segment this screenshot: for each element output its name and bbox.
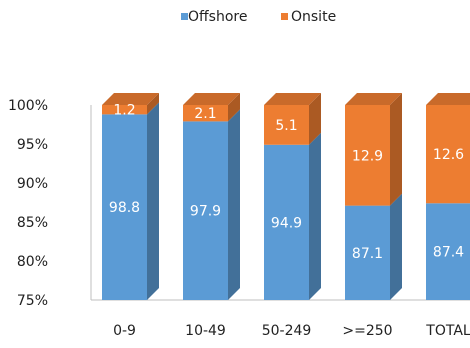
bar-group-3: 87.1 12.9	[345, 93, 402, 300]
x-axis: 0-9 10-49 50-249 >=250 TOTAL	[113, 323, 470, 339]
bar-side-offshore-3	[390, 193, 402, 300]
y-axis: 75% 80% 85% 90% 95% 100%	[8, 98, 470, 309]
bar-offshore-3	[345, 205, 390, 300]
data-label-offshore-2: 94.9	[271, 215, 302, 231]
x-tick-label: 10-49	[185, 323, 226, 339]
bar-top-onsite-1	[183, 93, 240, 105]
y-tick-label: 100%	[8, 98, 48, 114]
bar-side-offshore-2	[309, 132, 321, 300]
bar-top-onsite-3	[345, 93, 402, 105]
data-label-offshore-0: 98.8	[109, 200, 140, 216]
bar-group-2: 94.9 5.1	[264, 93, 321, 300]
legend-swatch-offshore	[181, 13, 188, 20]
y-tick-label: 90%	[17, 176, 48, 192]
data-label-onsite-0: 1.2	[113, 103, 135, 119]
data-label-offshore-1: 97.9	[190, 204, 221, 220]
data-label-onsite-1: 2.1	[194, 106, 216, 122]
y-tick-label: 95%	[17, 137, 48, 153]
y-tick-label: 75%	[17, 293, 48, 309]
bar-onsite-1	[183, 105, 228, 122]
legend-label-onsite: Onsite	[291, 9, 336, 25]
bar-onsite-2	[264, 105, 309, 145]
bar-group-1: 97.9 2.1	[183, 93, 240, 300]
legend-swatch-onsite	[281, 13, 288, 20]
x-tick-label: 50-249	[262, 323, 312, 339]
data-label-onsite-4: 12.6	[433, 147, 464, 163]
bar-side-onsite-3	[390, 93, 402, 206]
bar-side-onsite-1	[228, 93, 240, 122]
legend: Offshore Onsite	[181, 9, 336, 25]
x-tick-label: 0-9	[113, 323, 136, 339]
bar-offshore-2	[264, 144, 309, 300]
bar-offshore-4	[426, 203, 470, 300]
bar-onsite-3	[345, 105, 390, 206]
bars: 98.8 1.2 97.9 2.1 94.9 5.1 87.1 12.9 87.4 12.6	[102, 93, 470, 300]
bar-top-onsite-0	[102, 93, 159, 105]
bar-offshore-0	[102, 114, 147, 300]
bar-side-onsite-2	[309, 93, 321, 145]
legend-label-offshore: Offshore	[188, 9, 247, 25]
bar-side-onsite-0	[147, 93, 159, 115]
x-tick-label: TOTAL	[425, 323, 470, 339]
y-tick-label: 85%	[17, 215, 48, 231]
data-label-onsite-3: 12.9	[352, 148, 383, 164]
data-label-offshore-4: 87.4	[433, 245, 464, 261]
bar-top-onsite-2	[264, 93, 321, 105]
bar-onsite-4	[426, 105, 470, 204]
data-label-onsite-2: 5.1	[275, 118, 297, 134]
bar-top-onsite-4	[426, 93, 470, 105]
bar-offshore-1	[183, 121, 228, 300]
y-tick-label: 80%	[17, 254, 48, 270]
bar-group-4: 87.4 12.6	[426, 93, 470, 300]
data-label-offshore-3: 87.1	[352, 246, 383, 262]
bar-group-0: 98.8 1.2	[102, 93, 159, 300]
bar-side-offshore-0	[147, 102, 159, 300]
x-tick-label: >=250	[342, 323, 392, 339]
bar-side-offshore-1	[228, 109, 240, 300]
bar-onsite-0	[102, 105, 147, 115]
